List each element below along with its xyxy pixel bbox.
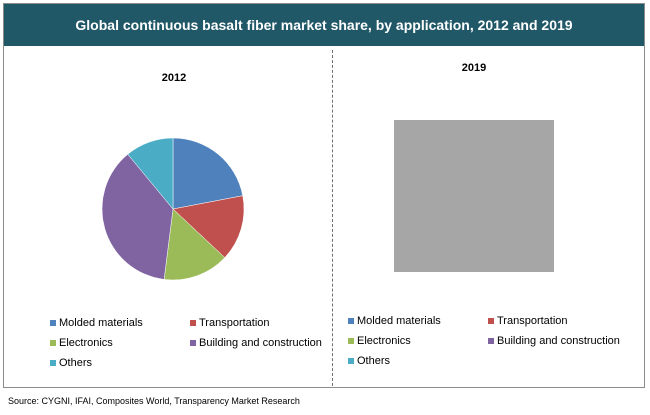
2019-legend-item: Transportation — [488, 315, 568, 327]
pie-slice-building-and-construction — [101, 153, 174, 280]
panel-title-2019: 2019 — [461, 62, 487, 74]
chart-title: Global continuous basalt fiber market sh… — [4, 4, 644, 46]
2012-legend-item: Electronics — [50, 337, 113, 349]
2019-legend-item: Molded materials — [348, 315, 441, 327]
legend-swatch — [190, 340, 196, 346]
legend-swatch — [50, 340, 56, 346]
2019-legend-item: Building and construction — [488, 335, 620, 347]
2012-legend-item: Molded materials — [50, 317, 143, 329]
legend-label: Transportation — [497, 315, 568, 327]
panel-title-2012: 2012 — [161, 72, 187, 84]
chart-frame: Global continuous basalt fiber market sh… — [3, 3, 645, 388]
pie-slice-others — [127, 137, 174, 210]
2012-legend-item: Building and construction — [190, 337, 322, 349]
2012-legend-item: Others — [50, 357, 92, 369]
legend-swatch — [348, 338, 354, 344]
source-note: Source: CYGNI, IFAI, Composites World, T… — [8, 396, 300, 406]
legend-swatch — [488, 338, 494, 344]
legend-label: Molded materials — [357, 315, 441, 327]
legend-swatch — [488, 318, 494, 324]
legend-label: Transportation — [199, 317, 270, 329]
legend-label: Others — [59, 357, 93, 369]
panel-divider — [332, 50, 333, 386]
chart-placeholder-2019 — [394, 120, 554, 272]
2012-legend-item: Transportation — [190, 317, 270, 329]
legend-label: Building and construction — [497, 335, 620, 347]
legend-label: Electronics — [357, 335, 411, 347]
legend-label: Building and construction — [199, 337, 322, 349]
pie-slice-transportation — [172, 195, 245, 258]
legend-swatch — [348, 318, 354, 324]
legend-label: Molded materials — [59, 317, 143, 329]
legend-label: Electronics — [59, 337, 113, 349]
pie-slice-electronics — [163, 208, 226, 281]
legend-swatch — [50, 320, 56, 326]
pie-slice-molded-materials — [172, 137, 244, 210]
pie-chart-2012 — [101, 137, 245, 281]
2019-legend-item: Electronics — [348, 335, 411, 347]
legend-label: Others — [357, 355, 391, 367]
2019-legend-item: Others — [348, 355, 390, 367]
legend-swatch — [348, 358, 354, 364]
legend-swatch — [50, 360, 56, 366]
legend-swatch — [190, 320, 196, 326]
